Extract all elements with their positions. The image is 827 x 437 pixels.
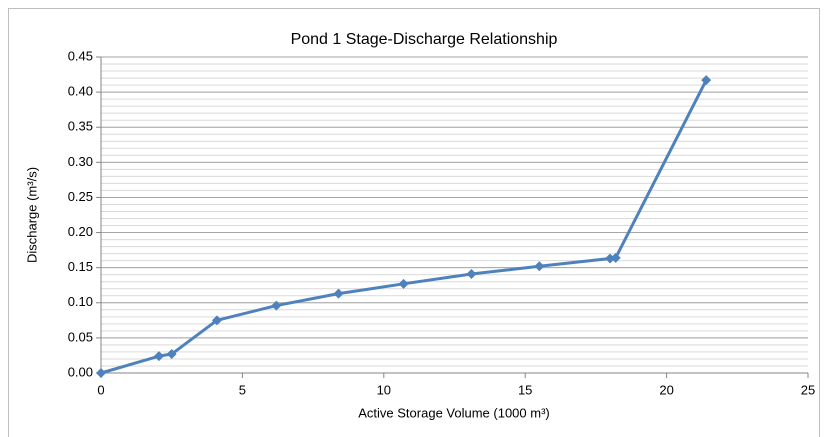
x-axis-label: Active Storage Volume (1000 m³) bbox=[358, 405, 549, 420]
marker bbox=[211, 315, 222, 326]
x-tick-label: 15 bbox=[518, 382, 532, 397]
marker bbox=[96, 368, 106, 378]
y-axis-label: Discharge (m³/s) bbox=[24, 167, 39, 263]
y-tick-label: 0.00 bbox=[68, 364, 93, 379]
y-tick-label: 0.30 bbox=[68, 154, 93, 169]
y-tick-label: 0.25 bbox=[68, 189, 93, 204]
x-tick-label: 25 bbox=[801, 382, 815, 397]
y-tick-label: 0.45 bbox=[68, 48, 93, 63]
marker bbox=[701, 75, 712, 86]
y-tick-label: 0.10 bbox=[68, 294, 93, 309]
y-tick-label: 0.05 bbox=[68, 329, 93, 344]
x-tick-label: 10 bbox=[377, 382, 391, 397]
marker bbox=[333, 288, 344, 299]
marker bbox=[534, 261, 545, 272]
x-tick-label: 20 bbox=[659, 382, 673, 397]
marker bbox=[271, 300, 282, 311]
marker bbox=[466, 268, 477, 279]
x-tick-label: 5 bbox=[239, 382, 246, 397]
marker bbox=[398, 278, 409, 289]
y-tick-label: 0.35 bbox=[68, 119, 93, 134]
y-tick-label: 0.40 bbox=[68, 84, 93, 99]
y-tick-label: 0.20 bbox=[68, 224, 93, 239]
marker bbox=[610, 252, 621, 263]
marker bbox=[166, 349, 177, 360]
y-tick-label: 0.15 bbox=[68, 259, 93, 274]
marker bbox=[153, 351, 164, 362]
chart-title: Pond 1 Stage-Discharge Relationship bbox=[291, 31, 558, 48]
x-tick-label: 0 bbox=[97, 382, 104, 397]
